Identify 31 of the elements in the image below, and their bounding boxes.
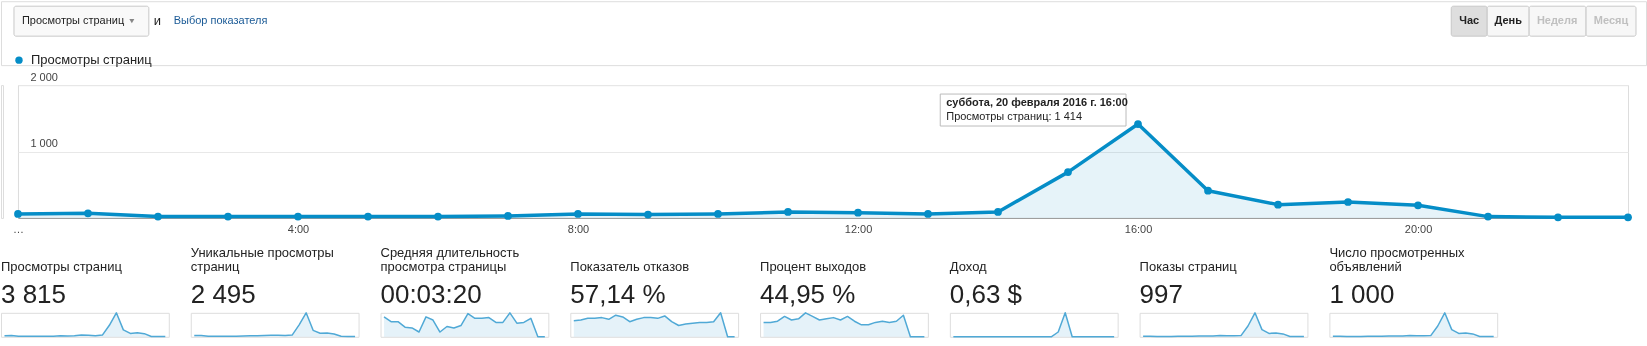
chart-subtitle: 57,14 %	[570, 279, 666, 310]
chart-title: Уникальные просмотры страниц	[190, 245, 334, 275]
chart-subtitle: 44,95 %	[760, 279, 856, 310]
chart-subtitle: 1 000	[1329, 279, 1395, 310]
text: Час	[1459, 14, 1480, 27]
x-tick-label: 12:00	[844, 223, 873, 236]
chart-title: Доход	[949, 259, 988, 275]
chart-title: Показатель отказов	[570, 259, 690, 275]
text: День	[1494, 14, 1523, 27]
chart-title: Процент выходов	[760, 259, 867, 275]
chart-subtitle: 2 495	[190, 279, 256, 310]
x-tick-label: 20:00	[1404, 223, 1433, 236]
annotation: суббота, 20 февраля 2016 г. 16:00	[946, 96, 1128, 109]
chart-title: Средняя длительность просмотра страницы	[380, 245, 520, 275]
legend-label: Просмотры страниц	[30, 52, 153, 68]
annotation: Просмотры страниц: 1 414	[946, 110, 1082, 123]
x-tick-label: …	[12, 223, 24, 236]
x-tick-label: 8:00	[567, 223, 590, 236]
chart-title: Просмотры страниц	[1, 259, 123, 275]
y-tick-label: 2 000	[30, 70, 58, 83]
chart-title: Число просмотренных объявлений	[1329, 245, 1466, 275]
text: Выбор показателя	[173, 14, 268, 27]
chart-title: Показы страниц	[1139, 259, 1238, 275]
text: Просмотры страниц	[21, 14, 125, 27]
chart-subtitle: 00:03:20	[380, 279, 482, 310]
text: и	[153, 13, 162, 29]
x-tick-label: 4:00	[287, 223, 310, 236]
x-tick-label: 16:00	[1124, 223, 1153, 236]
chart-subtitle: 0,63 $	[949, 279, 1023, 310]
chart-subtitle: 997	[1139, 279, 1183, 310]
chart-subtitle: 3 815	[1, 279, 66, 310]
